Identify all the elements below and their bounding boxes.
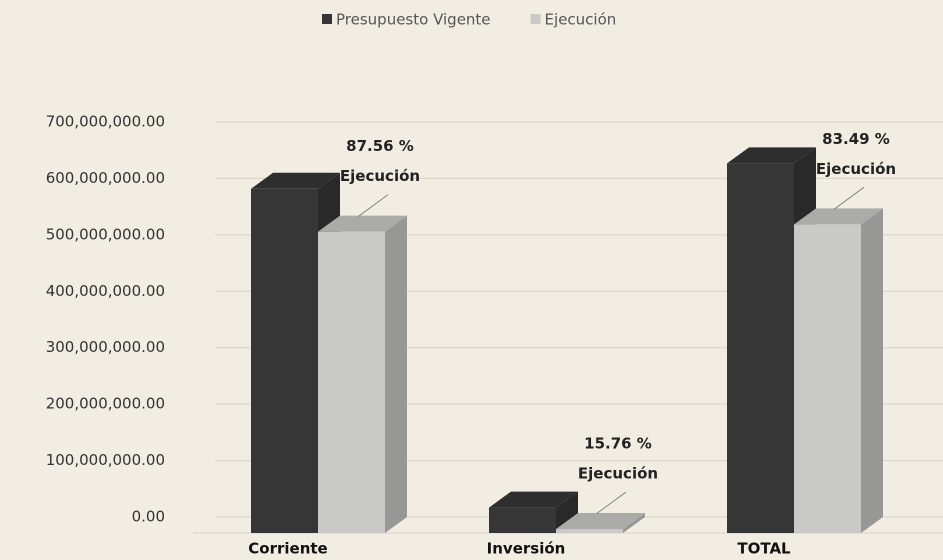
annotation-leader: [595, 491, 627, 515]
bar-side: [385, 215, 407, 533]
annotation: Ejecución: [578, 465, 658, 483]
y-tick-label: 600,000,000.00: [46, 169, 165, 187]
x-tick-label: Corriente: [248, 540, 327, 558]
bar-top: [489, 491, 578, 508]
annotation: 83.49 %: [822, 130, 890, 148]
y-tick-label: 0.00: [132, 508, 165, 526]
bar-top: [727, 147, 816, 164]
y-tick-label: 500,000,000.00: [46, 225, 165, 243]
annotation-leader: [357, 194, 389, 218]
bar-top: [794, 208, 883, 225]
x-tick-label: Inversión: [487, 540, 566, 558]
legend-label: Ejecución: [545, 11, 617, 29]
annotation: 87.56 %: [346, 137, 414, 155]
bar: [489, 507, 556, 533]
bar: [794, 224, 861, 534]
bar-top: [318, 215, 407, 232]
bar: [318, 231, 385, 533]
y-tick-label: 200,000,000.00: [46, 395, 165, 413]
bar-side: [861, 208, 883, 534]
x-tick-label: TOTAL: [737, 540, 791, 558]
legend-swatch: [530, 14, 541, 24]
annotation: Ejecución: [816, 160, 896, 178]
bar-side: [623, 513, 645, 533]
y-tick-label: 300,000,000.00: [46, 338, 165, 356]
y-tick-label: 400,000,000.00: [46, 282, 165, 300]
bar-top: [556, 513, 645, 530]
bar-top: [251, 172, 340, 189]
bar: [251, 188, 318, 534]
legend-swatch: [322, 14, 332, 24]
annotation-leader: [833, 186, 865, 210]
bar: [727, 163, 794, 533]
y-tick-label: 100,000,000.00: [46, 451, 165, 469]
bar-side: [556, 491, 578, 533]
bar: [556, 529, 623, 533]
legend-label: Presupuesto Vigente: [336, 11, 491, 29]
y-tick-label: 700,000,000.00: [46, 113, 165, 131]
annotation: 15.76 %: [584, 435, 652, 453]
annotation: Ejecución: [340, 167, 420, 185]
